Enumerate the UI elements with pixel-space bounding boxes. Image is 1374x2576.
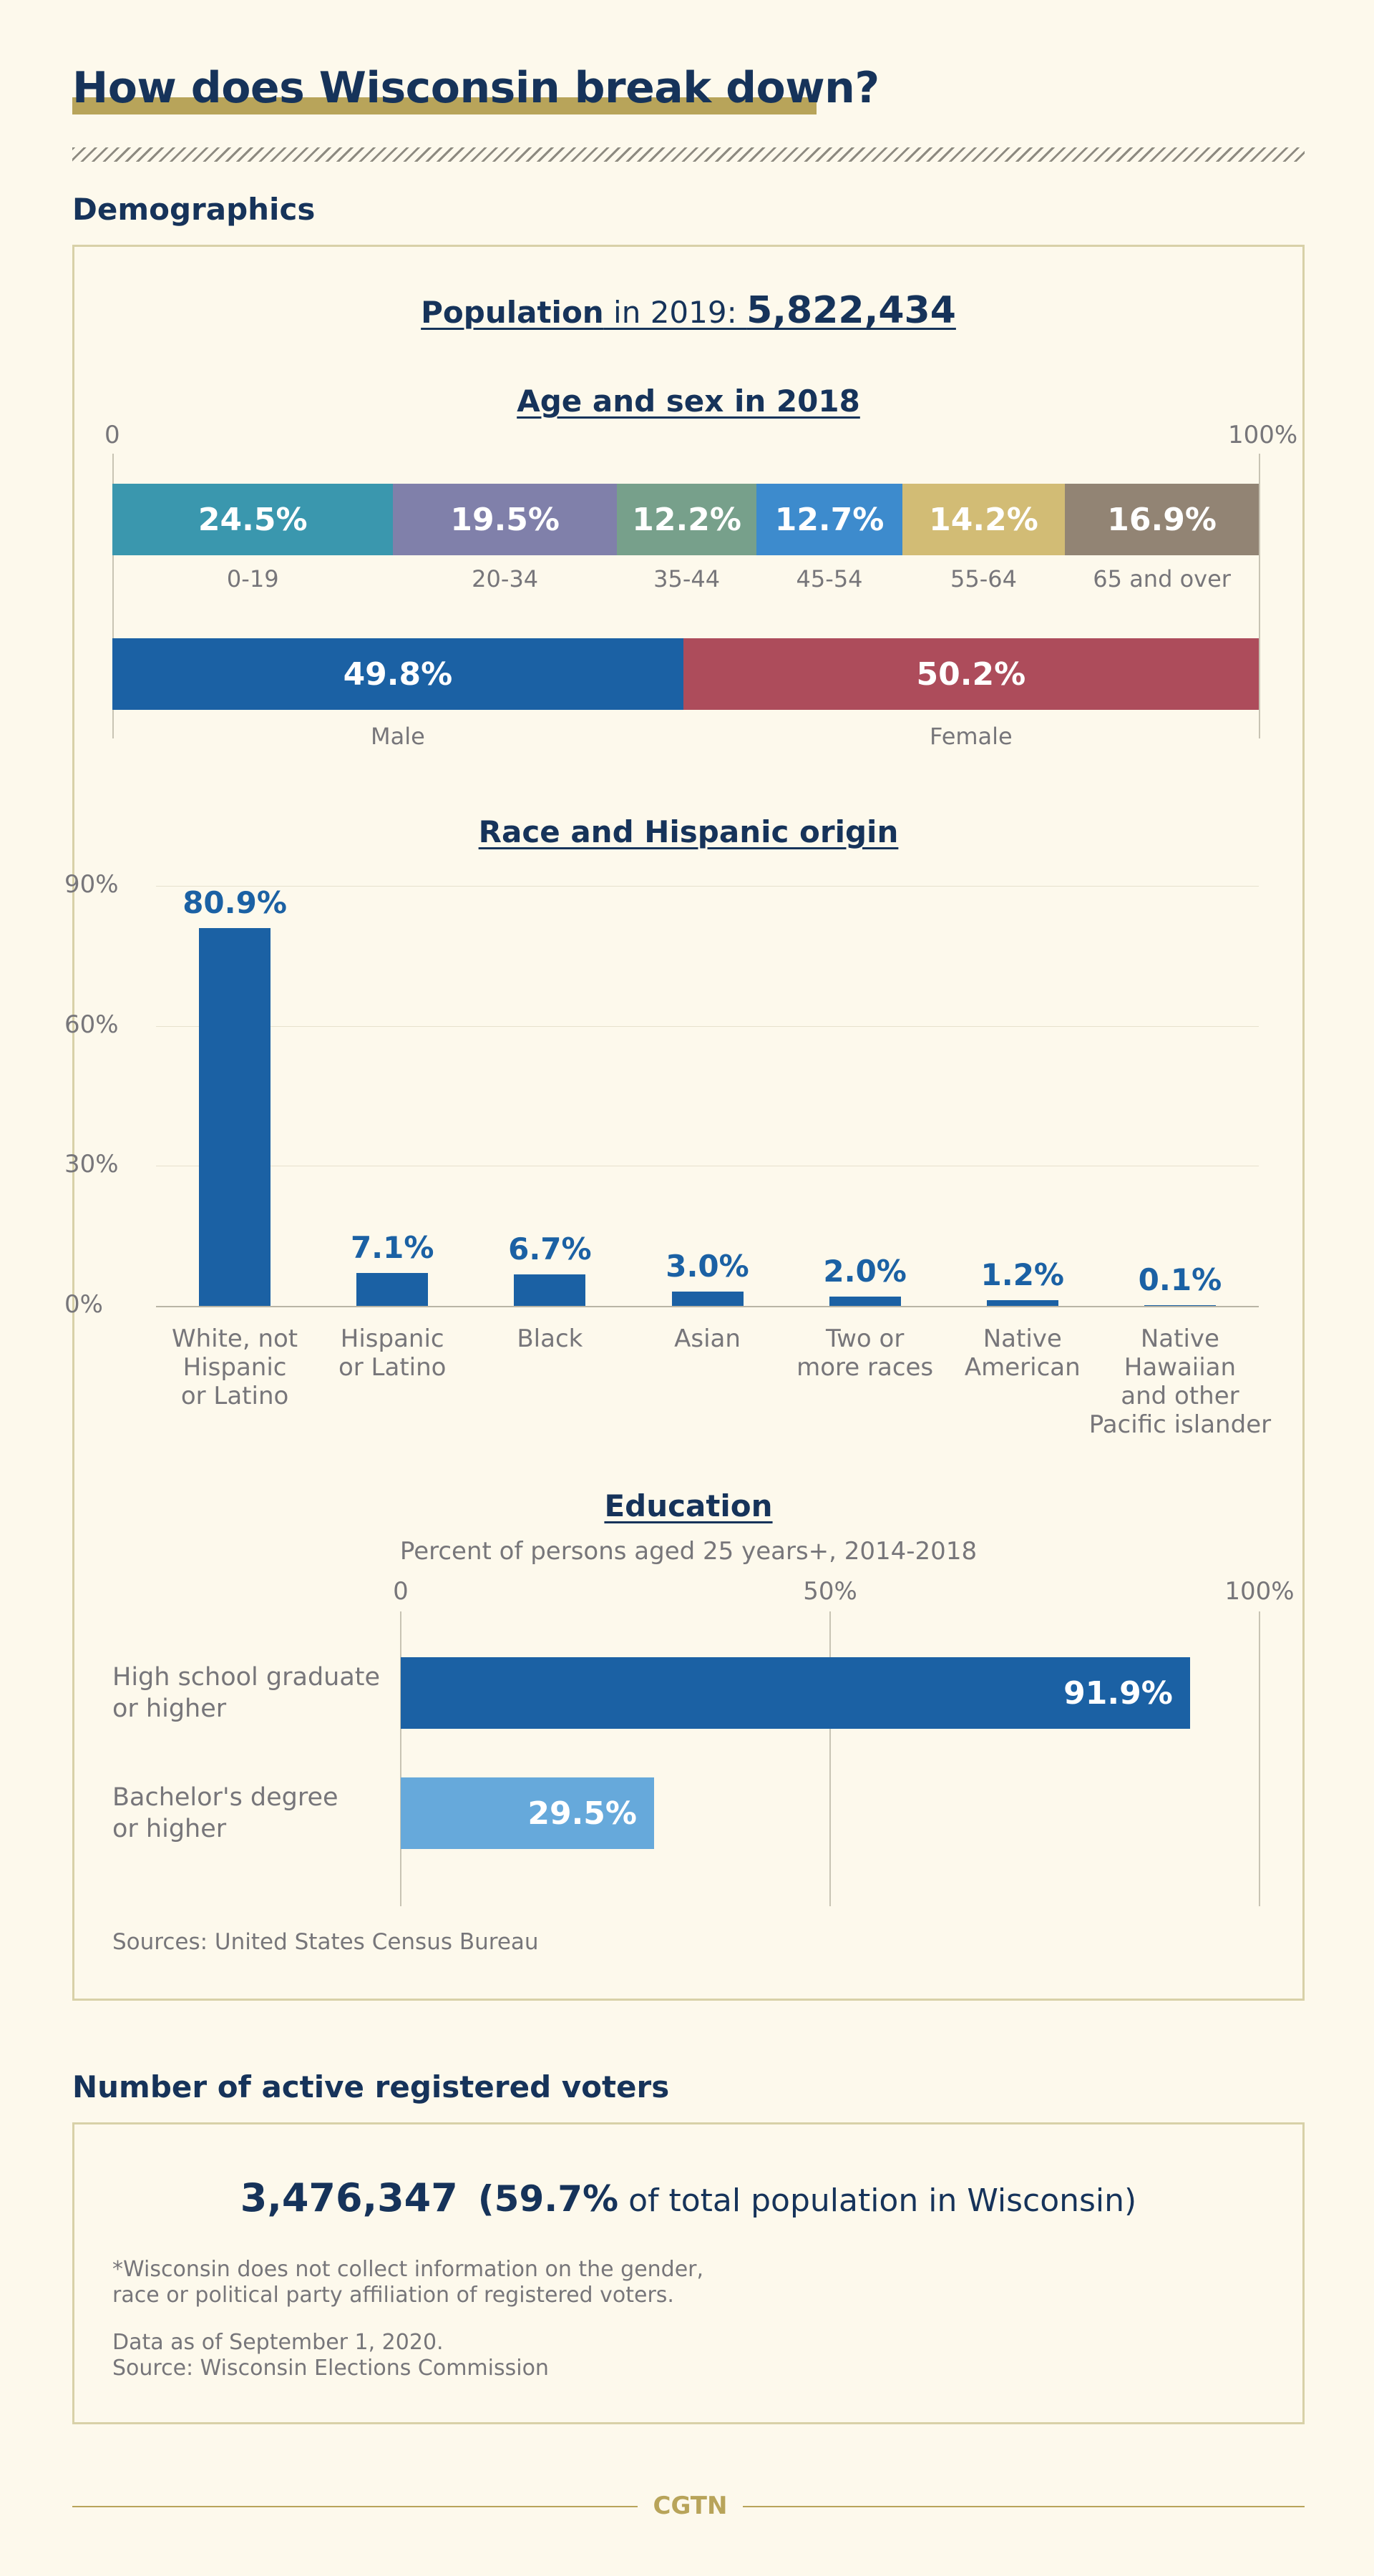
segment-label: 65 and over [1093, 565, 1231, 592]
segment-label: Male [370, 723, 425, 750]
segment-45-54: 12.7% [756, 484, 902, 555]
voters-source: Source: Wisconsin Elections Commission [112, 2356, 549, 2381]
population-label: Population [421, 295, 604, 330]
age-axis-end: 100% [1228, 421, 1298, 449]
voters-count: 3,476,347 [240, 2175, 458, 2220]
population-underlined: Population in 2019: 5,822,434 [421, 289, 956, 332]
age-sex-title: Age and sex in 2018 [72, 384, 1305, 419]
education-title: Education [72, 1488, 1305, 1523]
population-line: Population in 2019: 5,822,434 [72, 289, 1305, 332]
voters-line: 3,476,347 (59.7% of total population in … [72, 2175, 1305, 2220]
race-bar-value: 3.0% [666, 1249, 749, 1284]
segment-55-64: 14.2% [902, 484, 1066, 555]
segment-65-and-over: 16.9% [1065, 484, 1259, 555]
race-bar-value: 1.2% [980, 1257, 1065, 1293]
y-tick-label: 0% [64, 1290, 103, 1319]
y-tick-label: 30% [64, 1150, 119, 1179]
title-block: How does Wisconsin break down? [72, 63, 880, 114]
voters-panel [72, 2122, 1305, 2424]
footer-line-right [743, 2506, 1305, 2507]
race-bar-value: 7.1% [350, 1229, 434, 1265]
education-category-label: Bachelor's degree or higher [112, 1783, 338, 1843]
race-bar [986, 1300, 1058, 1306]
segment-label: 45-54 [796, 565, 863, 592]
race-bar [671, 1292, 744, 1306]
hatched-divider [72, 147, 1305, 162]
education-gridline [1259, 1611, 1260, 1906]
segment-20-34: 19.5% [393, 484, 617, 555]
title-underline-bar [72, 97, 817, 114]
race-bar [356, 1272, 429, 1306]
age-axis-left-line [112, 454, 114, 738]
race-category-label: Black [517, 1324, 583, 1353]
education-subtitle: Percent of persons aged 25 years+, 2014-… [399, 1537, 978, 1566]
segment-0-19: 24.5% [112, 484, 394, 555]
race-category-label: Native American [964, 1324, 1081, 1382]
voters-heading: Number of active registered voters [72, 2069, 670, 2104]
race-bar-value: 2.0% [823, 1253, 907, 1289]
race-category-label: White, not Hispanic or Latino [171, 1324, 298, 1410]
race-title-text: Race and Hispanic origin [478, 814, 899, 849]
education-category-label: High school graduate or higher [112, 1663, 381, 1723]
age-axis-right-line [1259, 454, 1260, 738]
voters-data-date: Data as of September 1, 2020. [112, 2330, 444, 2355]
footer-line-left [72, 2506, 638, 2507]
race-category-label: Hispanic or Latino [338, 1324, 447, 1382]
demographics-heading: Demographics [72, 192, 316, 227]
demographics-panel [72, 245, 1305, 2001]
segment-label: 20-34 [472, 565, 539, 592]
race-bar-value: 80.9% [182, 885, 287, 921]
segment-35-44: 12.2% [616, 484, 757, 555]
race-bar-value: 6.7% [508, 1231, 592, 1267]
race-title: Race and Hispanic origin [72, 814, 1305, 849]
gridline [156, 1025, 1259, 1027]
segment-label: 0-19 [226, 565, 279, 592]
y-tick-label: 90% [64, 870, 119, 899]
race-category-label: Two or more races [796, 1324, 934, 1382]
voters-percent: (59.7% [477, 2178, 619, 2220]
cgtn-logo: CGTN [653, 2492, 728, 2520]
population-value: 5,822,434 [746, 289, 956, 332]
race-bar [514, 1274, 586, 1306]
gridline [156, 886, 1259, 887]
race-category-label: Asian [674, 1324, 741, 1353]
segment-female: 50.2% [683, 638, 1259, 710]
segment-label: Female [930, 723, 1013, 750]
race-bar [1144, 1305, 1216, 1306]
voters-percent-rest: of total population in Wisconsin) [618, 2182, 1137, 2219]
race-bar-value: 0.1% [1138, 1262, 1222, 1298]
race-category-label: Native Hawaiian and other Pacific island… [1088, 1324, 1272, 1439]
race-bar [199, 928, 271, 1306]
y-tick-label: 60% [64, 1010, 119, 1039]
age-sex-title-text: Age and sex in 2018 [517, 384, 860, 419]
segment-label: 55-64 [950, 565, 1017, 592]
education-gridline [829, 1611, 831, 1906]
education-bar: 29.5% [401, 1777, 654, 1849]
education-tick-label: 100% [1224, 1577, 1295, 1606]
education-tick-label: 0 [393, 1577, 409, 1606]
age-axis-start: 0 [104, 421, 120, 449]
segment-male: 49.8% [112, 638, 683, 710]
education-tick-label: 50% [803, 1577, 857, 1606]
demographics-sources: Sources: United States Census Bureau [112, 1929, 539, 1955]
gridline [156, 1306, 1259, 1307]
education-bar: 91.9% [401, 1657, 1190, 1729]
education-gridline [400, 1611, 401, 1906]
population-year: in 2019: [603, 295, 747, 330]
voters-note: *Wisconsin does not collect information … [112, 2257, 704, 2308]
education-title-text: Education [604, 1488, 773, 1523]
race-bar [829, 1296, 901, 1306]
page-title: How does Wisconsin break down? [72, 63, 880, 113]
segment-label: 35-44 [653, 565, 721, 592]
